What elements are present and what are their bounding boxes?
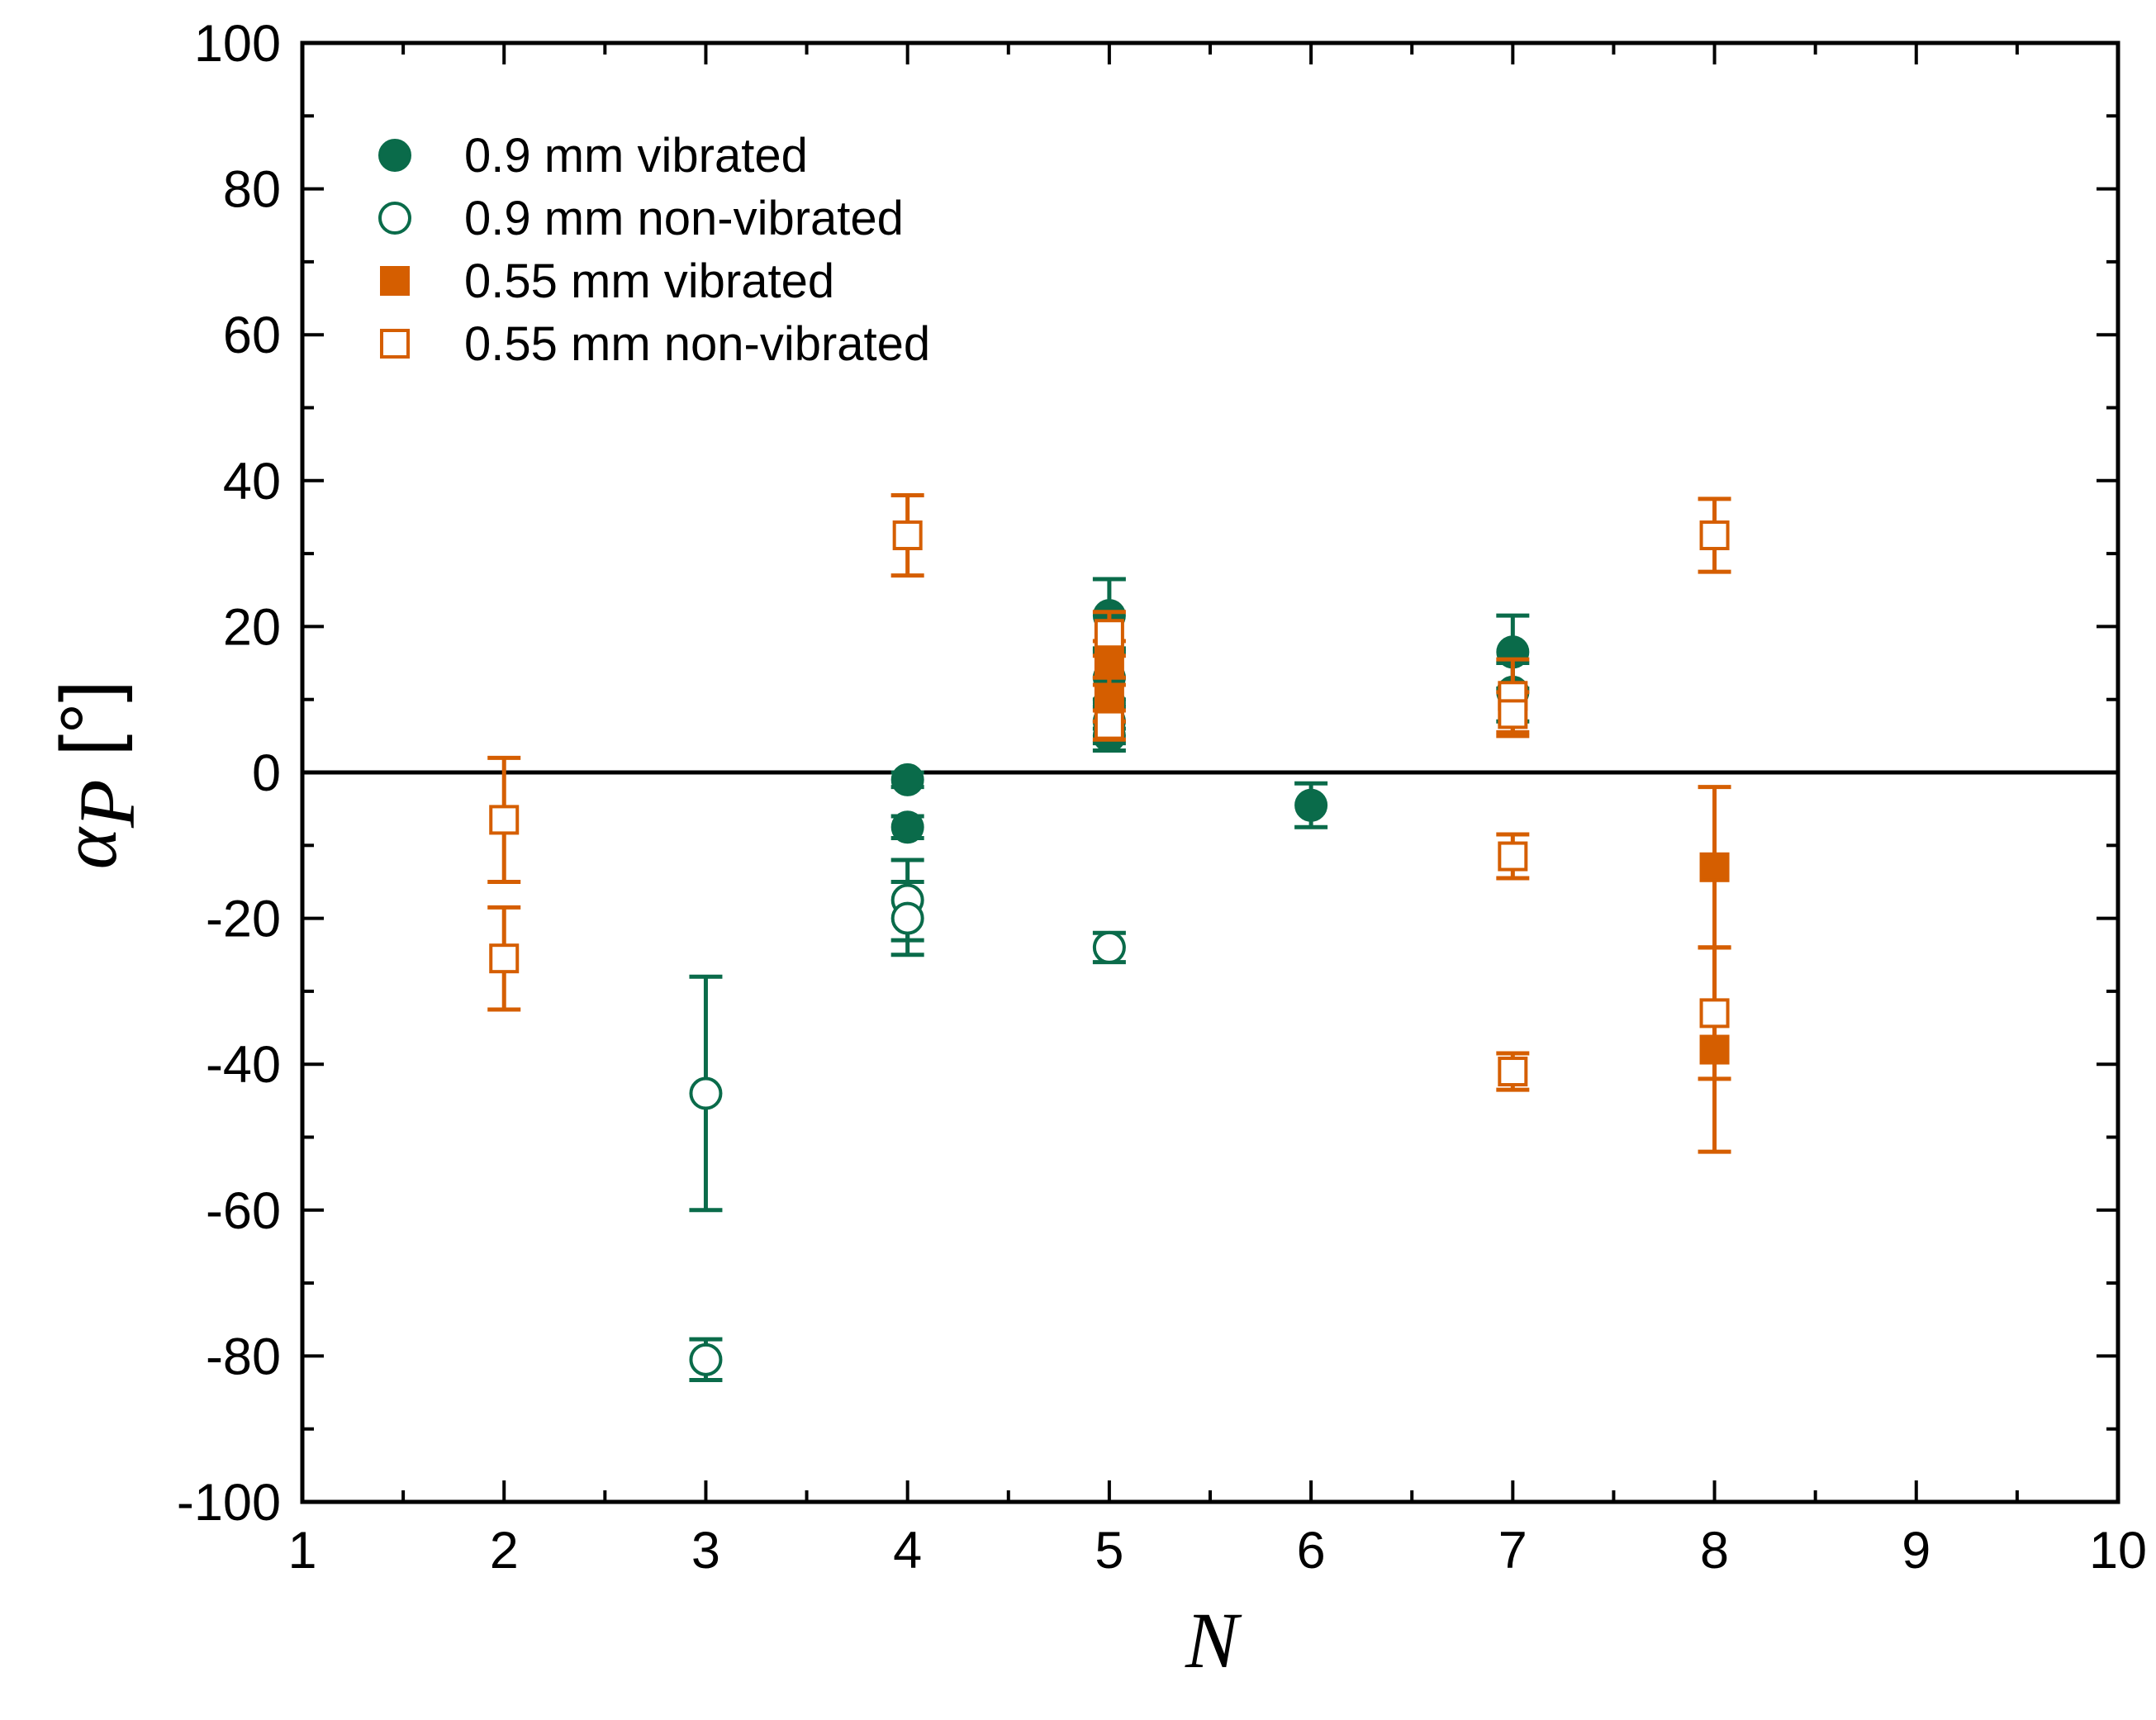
x-tick-label: 1 bbox=[287, 1522, 316, 1580]
y-tick-label: 100 bbox=[194, 15, 281, 73]
x-tick-label: 4 bbox=[893, 1522, 922, 1580]
legend: 0.9 mm vibrated 0.9 mm non-vibrated 0.55 m… bbox=[378, 129, 930, 371]
data-point bbox=[1094, 710, 1124, 740]
data-point bbox=[1498, 1057, 1528, 1087]
legend-marker bbox=[378, 139, 411, 172]
y-axis-symbol: α bbox=[45, 826, 133, 869]
data-point bbox=[689, 1342, 723, 1376]
y-tick-label: -100 bbox=[177, 1474, 281, 1532]
legend-label: 0.55 mm vibrated bbox=[464, 254, 834, 308]
x-tick-label: 7 bbox=[1498, 1522, 1527, 1580]
x-tick-label: 8 bbox=[1700, 1522, 1729, 1580]
data-group bbox=[487, 492, 1731, 1383]
data-point bbox=[890, 901, 924, 935]
y-tick-label: -80 bbox=[206, 1328, 281, 1385]
y-tick-label: 40 bbox=[223, 453, 281, 511]
x-tick-label: 3 bbox=[691, 1522, 720, 1580]
data-point bbox=[1294, 788, 1328, 822]
data-point bbox=[1498, 699, 1528, 729]
y-axis-title: αP [°] bbox=[45, 681, 151, 870]
series-0-9-mm-non-vibrated bbox=[689, 858, 1126, 1383]
y-tick-label: 80 bbox=[223, 161, 281, 219]
series-0-55-mm-non-vibrated bbox=[487, 492, 1731, 1092]
data-point bbox=[892, 520, 923, 551]
x-axis-title: N bbox=[1185, 1596, 1242, 1684]
data-point bbox=[890, 763, 924, 796]
y-tick-label: -40 bbox=[206, 1036, 281, 1094]
data-point bbox=[1699, 852, 1730, 882]
data-point bbox=[689, 1076, 723, 1110]
series-0-9-mm-vibrated bbox=[890, 577, 1530, 844]
y-tick-label: 0 bbox=[252, 744, 281, 802]
data-point bbox=[489, 943, 520, 974]
x-tick-label: 9 bbox=[1902, 1522, 1930, 1580]
legend-label: 0.9 mm vibrated bbox=[464, 129, 808, 183]
x-tick-label: 10 bbox=[2089, 1522, 2147, 1580]
y-axis-unit: [°] bbox=[45, 681, 133, 757]
y-axis-subscript: P bbox=[63, 779, 151, 829]
legend-marker bbox=[380, 329, 410, 359]
series-0-55-mm-vibrated bbox=[1092, 639, 1731, 1154]
x-tick-label: 2 bbox=[490, 1522, 519, 1580]
x-tick-label: 5 bbox=[1095, 1522, 1123, 1580]
data-point bbox=[1092, 930, 1126, 964]
x-tick-label: 6 bbox=[1297, 1522, 1326, 1580]
data-point bbox=[1699, 998, 1730, 1029]
legend-label: 0.9 mm non-vibrated bbox=[464, 192, 904, 245]
y-tick-label: -60 bbox=[206, 1182, 281, 1240]
legend-marker bbox=[380, 266, 410, 296]
y-tick-label: 60 bbox=[223, 306, 281, 364]
legend-label: 0.55 mm non-vibrated bbox=[464, 317, 930, 371]
axes-group: 1 2 3 4 5 6 7 8 9 10 -100 -80 -60 -40 -20 0 20 40 60 80 100 bbox=[177, 15, 2147, 1580]
data-point bbox=[890, 810, 924, 844]
data-point bbox=[489, 805, 520, 835]
legend-marker bbox=[378, 202, 411, 235]
axis-titles: N αP [°] bbox=[45, 681, 1242, 1684]
y-tick-label: -20 bbox=[206, 891, 281, 948]
data-point bbox=[1094, 684, 1124, 715]
data-point bbox=[1498, 841, 1528, 872]
data-point bbox=[1699, 520, 1730, 551]
data-point bbox=[1094, 619, 1124, 649]
y-tick-label: 20 bbox=[223, 598, 281, 656]
